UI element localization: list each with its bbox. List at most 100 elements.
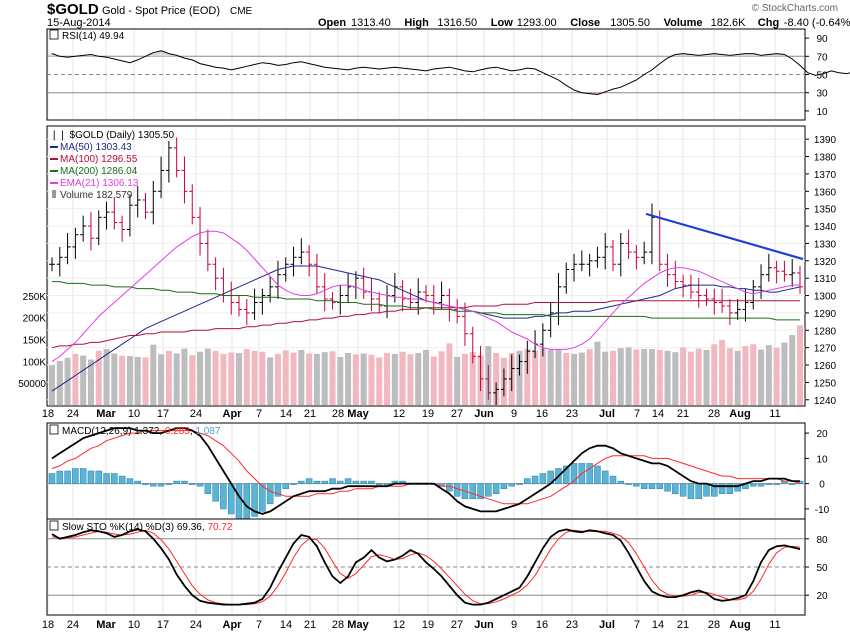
volume-bar xyxy=(469,352,476,405)
date-tick-label: 28 xyxy=(708,408,720,420)
legend-item: EMA(21) 1306.13 xyxy=(60,178,139,189)
ma200-line xyxy=(52,281,800,321)
macd-histogram-bar xyxy=(259,483,266,512)
volume-bar xyxy=(719,339,726,405)
volume-bar xyxy=(95,350,102,405)
quote-label-low: Low xyxy=(491,17,513,29)
volume-bar xyxy=(290,352,297,405)
date-tick-label: 17 xyxy=(157,619,169,631)
macd-histogram-bar xyxy=(672,483,679,494)
macd-histogram-bar xyxy=(718,483,726,494)
volume-bar xyxy=(438,351,445,405)
volume-bar xyxy=(625,347,632,405)
volume-bar xyxy=(423,349,429,405)
macd-histogram-bar xyxy=(150,483,157,487)
date-tick-label: 7 xyxy=(634,619,640,631)
macd-histogram-bar xyxy=(383,483,391,485)
date-tick-label: 14 xyxy=(280,619,292,631)
macd-histogram-bar xyxy=(220,483,227,510)
macd-sep: , xyxy=(190,426,196,437)
macd-histogram-bar xyxy=(142,483,149,485)
macd-histogram-bar xyxy=(72,468,79,484)
sto-k-line xyxy=(51,528,801,606)
volume-tick-label: 100K xyxy=(23,357,47,368)
macd-panel xyxy=(46,422,806,520)
macd-histogram-bar xyxy=(274,483,282,497)
date-tick-label: 23 xyxy=(566,619,578,631)
macd-histogram-bar xyxy=(446,483,453,492)
macd-histogram-bar xyxy=(87,470,95,484)
volume-bar xyxy=(602,351,609,405)
macd-histogram-bar xyxy=(298,480,305,484)
date-tick-label: Apr xyxy=(223,408,243,420)
rsi-tick-label: 70 xyxy=(816,52,828,63)
price-tick-label: 1360 xyxy=(814,187,837,198)
macd-histogram-bar xyxy=(453,483,461,497)
macd-histogram-bar xyxy=(126,478,134,484)
volume-tick-label: 200K xyxy=(23,314,47,325)
volume-tick-label: 50000 xyxy=(18,379,46,390)
sto-k-value: 69.36 xyxy=(177,522,202,533)
volume-bar xyxy=(399,351,406,405)
macd-sep: , xyxy=(159,426,165,437)
volume-bar xyxy=(220,353,227,405)
chart-date: 15-Aug-2014 xyxy=(47,17,111,29)
sto-tick-label: 50 xyxy=(816,563,828,574)
date-tick-label: 21 xyxy=(304,408,316,420)
macd-histogram-bar xyxy=(173,480,180,484)
date-tick-label: 14 xyxy=(652,619,664,631)
macd-histogram-bar xyxy=(477,483,484,500)
volume-bar xyxy=(430,356,437,405)
price-tick-label: 1330 xyxy=(814,239,837,250)
macd-histogram-bar xyxy=(282,483,289,489)
macd-histogram-bar xyxy=(750,483,757,487)
volume-bar xyxy=(415,353,422,405)
date-tick-label: 24 xyxy=(190,408,202,420)
volume-bar xyxy=(703,349,710,405)
date-tick-label: 11 xyxy=(769,408,780,420)
macd-tick-label: 0 xyxy=(819,480,825,491)
date-axis-bottom: 18 24 Mar 10 17 24 Apr 7 14 21 28 May 12 19 27 Jun 9 16 23… xyxy=(42,619,781,631)
legend-item: MA(100) 1296.55 xyxy=(60,154,138,165)
price-legend-title: ❘❘ $GOLD (Daily) 1305.50 xyxy=(50,130,174,141)
volume-bar xyxy=(797,325,803,405)
macd-histogram-bar xyxy=(111,473,118,484)
volume-bar xyxy=(407,354,414,405)
macd-histogram-bar xyxy=(376,483,383,485)
macd-line xyxy=(51,427,800,515)
price-tick-label: 1290 xyxy=(814,309,837,320)
volume-bar xyxy=(742,346,749,405)
macd-histogram-bar xyxy=(539,473,547,484)
volume-bar xyxy=(384,353,391,405)
quote-label-chg: Chg xyxy=(758,17,779,29)
quote-value-low: 1293.00 xyxy=(517,17,557,29)
macd-histogram-bar xyxy=(305,478,313,484)
volume-bar xyxy=(158,354,165,405)
price-tick-label: 1350 xyxy=(814,205,837,216)
volume-bar xyxy=(360,353,367,405)
quote-value-high: 1316.50 xyxy=(437,17,477,29)
volume-bar xyxy=(524,349,531,405)
volume-tick-label: 150K xyxy=(23,335,47,346)
volume-bar xyxy=(781,342,788,405)
date-tick-label: Jun xyxy=(474,619,494,631)
volume-bar xyxy=(454,356,461,405)
macd-histogram-bar xyxy=(633,483,640,487)
date-tick-label: Apr xyxy=(223,619,243,631)
quote-label-volume: Volume xyxy=(664,17,703,29)
date-tick-label: 28 xyxy=(332,408,344,420)
macd-histogram-bar xyxy=(570,463,578,484)
volume-bar xyxy=(236,353,242,405)
quote-value-open: 1313.40 xyxy=(351,17,391,29)
macd-histogram-bar xyxy=(788,483,796,485)
macd-label: MACD(12,26,9) 1.372, 0.285, 1.087 xyxy=(62,426,221,437)
macd-histogram-bar xyxy=(711,483,718,497)
price-tick-label: 1270 xyxy=(814,344,837,355)
volume-bar xyxy=(695,348,702,405)
volume-bar xyxy=(282,350,289,405)
price-tick-label: 1240 xyxy=(814,396,837,407)
volume-bar xyxy=(119,355,126,405)
macd-histogram-bar xyxy=(648,483,656,489)
volume-bar xyxy=(243,349,250,405)
date-tick-label: Jun xyxy=(474,408,494,420)
